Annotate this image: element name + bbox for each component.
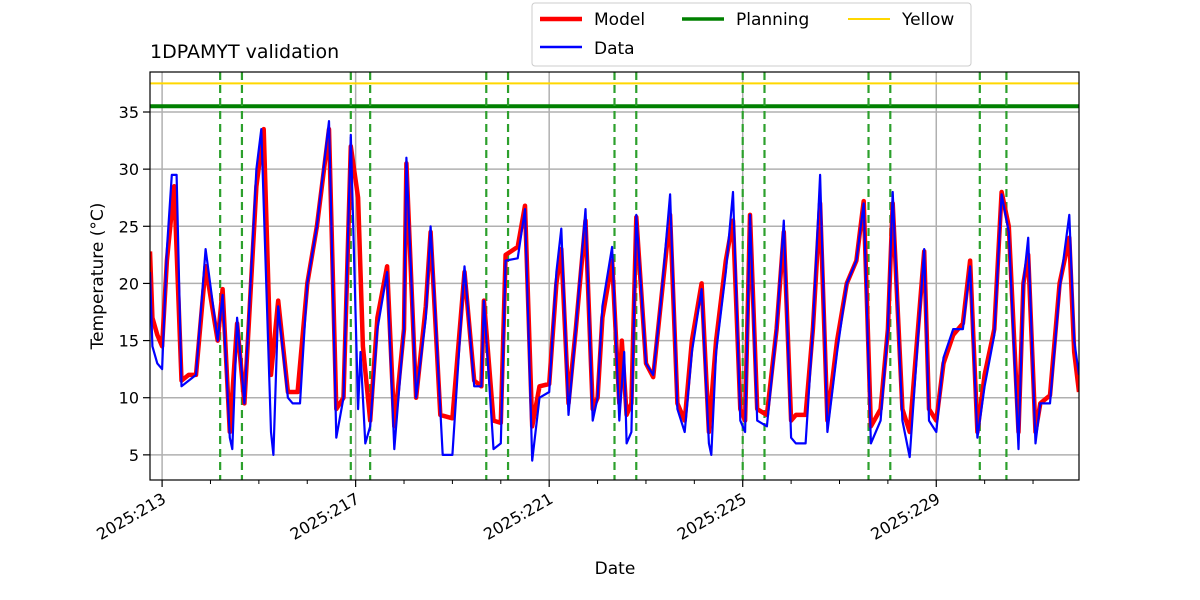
y-tick-label: 25 [119, 217, 139, 236]
limit-lines [150, 82, 1079, 109]
y-tick-label: 15 [119, 332, 139, 351]
plot-frame [149, 71, 1080, 481]
x-axis-label: Date [595, 559, 636, 579]
legend-label-planning: Planning [736, 10, 809, 30]
series-lines [150, 120, 1079, 462]
legend: Model Planning Yellow Data [531, 2, 972, 67]
y-axis-label: Temperature (°C) [88, 203, 108, 351]
chart-title: 1DPAMYT validation [150, 41, 339, 63]
y-tick-label: 35 [119, 103, 139, 122]
legend-label-data: Data [594, 39, 635, 59]
y-axis-ticks: 5 10 15 20 25 30 35 [119, 103, 150, 465]
y-tick-label: 20 [119, 274, 139, 293]
y-tick-label: 5 [129, 446, 139, 465]
legend-label-yellow: Yellow [901, 10, 954, 30]
y-tick-label: 30 [119, 160, 139, 179]
y-tick-label: 10 [119, 389, 139, 408]
legend-label-model: Model [594, 10, 645, 30]
series-data-line [150, 120, 1079, 462]
